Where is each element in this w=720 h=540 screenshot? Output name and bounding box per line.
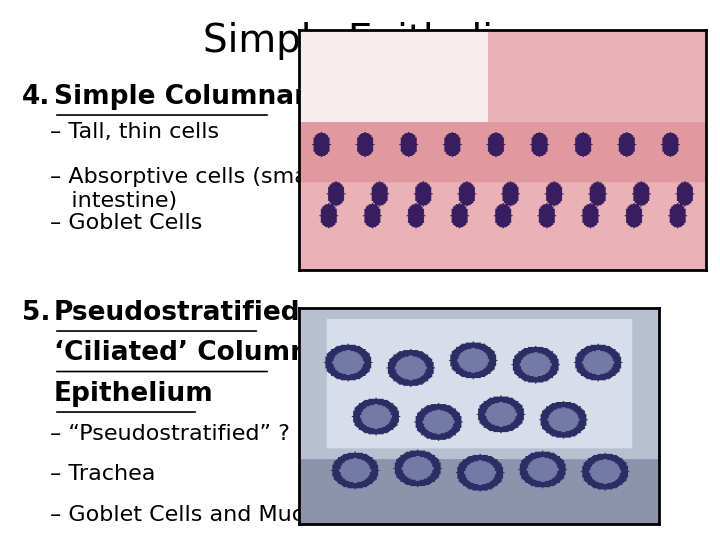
Text: ‘Ciliated’ Columnar: ‘Ciliated’ Columnar: [54, 340, 340, 366]
Text: Simple Epithelia: Simple Epithelia: [203, 22, 517, 59]
Text: Simple Columnar: Simple Columnar: [54, 84, 307, 110]
Text: 4.: 4.: [22, 84, 50, 110]
Text: 5.: 5.: [22, 300, 50, 326]
Text: Pseudostratified: Pseudostratified: [54, 300, 301, 326]
Text: Epithelium: Epithelium: [54, 381, 214, 407]
Text: – Tall, thin cells: – Tall, thin cells: [50, 122, 220, 141]
Text: – Goblet Cells and Mucus: – Goblet Cells and Mucus: [50, 505, 330, 525]
Text: – Absorptive cells (small
   intestine): – Absorptive cells (small intestine): [50, 167, 321, 211]
Text: – “Pseudostratified” ?: – “Pseudostratified” ?: [50, 424, 290, 444]
Text: – Goblet Cells: – Goblet Cells: [50, 213, 203, 233]
Text: – Trachea: – Trachea: [50, 464, 156, 484]
